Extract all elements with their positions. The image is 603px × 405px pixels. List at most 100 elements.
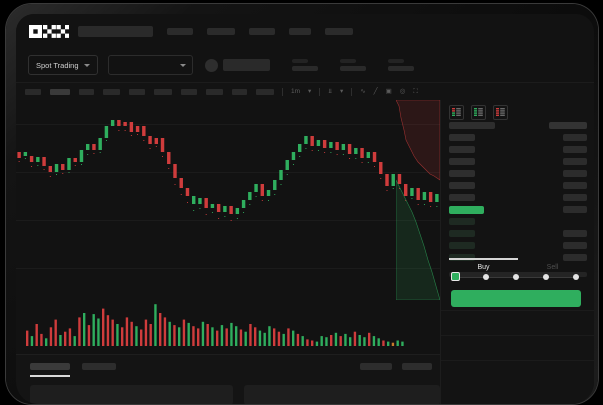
timeframe-dropdown-icon[interactable]: 1m [291,87,301,95]
chevron-down-icon[interactable]: ▾ [308,87,312,95]
tab-buy[interactable]: Buy [477,264,490,271]
order-field-1[interactable] [441,286,594,311]
market-stat-2 [339,59,366,71]
submit-buy-button[interactable] [451,290,581,307]
timeframe-button-9[interactable] [232,89,247,95]
market-sub-header: Spot Trading [16,48,594,82]
timeframe-button-4[interactable] [103,89,120,95]
orderbook-row-value [563,170,587,177]
orderbook-row-ask[interactable] [449,134,475,141]
timeframe-button-5[interactable] [129,89,145,95]
chevron-down-icon-2[interactable]: ▾ [339,87,344,95]
market-stat-3 [387,59,414,71]
toolbar-divider-3 [351,88,353,96]
market-stat-3-label [387,59,404,63]
orderbook-row-ask[interactable] [449,194,475,201]
bottom-tab-order-history[interactable] [82,363,116,370]
market-stat-1-label [291,59,308,63]
orderbook-row-bid[interactable] [449,230,475,237]
market-stat-3-value [387,66,414,71]
order-field-2[interactable] [441,311,594,336]
orderbook-row-bid[interactable] [449,218,475,225]
toolbar-divider-1 [282,88,283,96]
candlestick-series [17,120,439,221]
orderbook-rows[interactable] [441,122,594,268]
slider-stop-100[interactable] [573,273,579,280]
nav-item-1[interactable] [167,27,193,35]
order-tab-active-underline [449,258,518,260]
bottom-action-2[interactable] [402,363,432,370]
orderbook-row-value [549,122,587,129]
orderbook-mode-asks[interactable] [493,105,508,120]
chart-toolbar: 1m ▾ ⫫ ▾ ∿ ╱ ▣ ◎ ⛶ [16,82,594,102]
timeframe-button-2[interactable] [50,89,70,95]
chevron-down-icon [179,63,186,67]
nav-item-5[interactable] [325,27,353,35]
orders-bottom-panel [16,354,440,404]
orderbook-row-value [563,146,587,153]
bottom-action-1[interactable] [360,363,392,370]
orderbook-row-bid[interactable] [449,254,475,261]
orderbook-row-ask[interactable] [449,122,495,129]
market-depth-overlay [396,100,440,300]
order-field-3[interactable] [441,336,594,361]
chart-gridline [16,124,440,125]
trading-pair-selector[interactable] [107,55,193,75]
volume-histogram [26,304,404,346]
bottom-placeholder-2 [244,385,440,404]
timeframe-button-8[interactable] [206,89,223,95]
top-navigation-bar [16,14,594,48]
app-screen: Spot Trading [16,14,594,404]
nav-item-4[interactable] [289,27,311,35]
timeframe-button-10[interactable] [256,89,274,95]
chart-gridline [16,220,440,221]
timeframe-button-3[interactable] [79,89,94,95]
amount-percent-slider[interactable] [451,272,581,282]
order-form-fields [441,286,594,361]
orderbook-row-mid[interactable] [449,206,484,214]
orderbook-mode-bids[interactable] [471,105,486,120]
fullscreen-icon[interactable]: ⛶ [413,87,418,95]
drawing-tool-icon[interactable]: ╱ [373,87,378,95]
price-chart[interactable] [16,100,440,354]
orderbook-row-value [563,194,587,201]
trading-mode-label: Spot Trading [36,60,79,70]
orderbook-row-ask[interactable] [449,182,475,189]
settings-icon[interactable]: ◎ [399,87,406,95]
slider-stop-25[interactable] [483,273,489,280]
orderbook-row-bid[interactable] [449,242,475,249]
order-form-tabs: Buy Sell [449,258,587,282]
orderbook-row-ask[interactable] [449,158,475,165]
nav-item-2[interactable] [207,27,235,35]
tablet-device-frame: Spot Trading [6,4,598,404]
slider-stop-75[interactable] [543,273,549,280]
orderbook-row-value [563,206,587,213]
orderbook-mode-both[interactable] [449,105,464,120]
tab-sell[interactable]: Sell [546,264,559,271]
timeframe-button-1[interactable] [25,89,41,95]
timeframe-button-7[interactable] [181,89,197,95]
bottom-tab-open-orders[interactable] [30,363,70,370]
orderbook-row-ask[interactable] [449,170,475,177]
search-input[interactable] [78,25,153,37]
indicator-icon[interactable]: ∿ [360,87,366,95]
market-stat-1 [291,59,318,71]
okx-logo[interactable] [29,24,69,38]
orderbook-row-value [563,230,587,237]
trading-mode-selector[interactable]: Spot Trading [28,55,98,75]
orderbook-row-value [563,158,587,165]
snapshot-icon[interactable]: ▣ [385,87,392,95]
last-price-value [222,59,270,71]
chart-type-icon[interactable]: ⫫ [328,87,332,95]
slider-stop-50[interactable] [513,273,519,280]
orderbook-row-ask[interactable] [449,146,475,153]
nav-item-3[interactable] [249,27,275,35]
orderbook-row-value [563,254,587,261]
orderbook-mode-group [449,105,508,120]
timeframe-button-6[interactable] [154,89,172,95]
market-stat-2-value [339,66,366,71]
toolbar-divider-2 [319,88,321,96]
orderbook-and-order-panel: Buy Sell [440,100,594,404]
slider-handle[interactable] [451,272,460,281]
chart-gridline [16,172,440,173]
